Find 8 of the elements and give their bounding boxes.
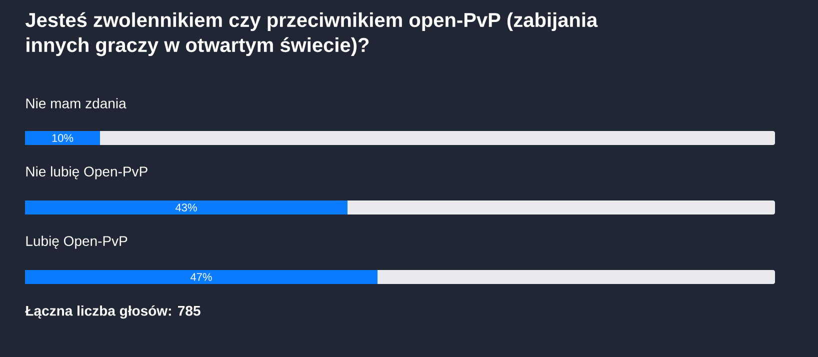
y-tick-label: Lubię Open-PvP [26, 236, 128, 249]
y-tick-label: Nie mam zdania [26, 98, 126, 108]
data-label: 43% [175, 204, 197, 212]
data-label: 10% [52, 134, 74, 142]
chart-title: Jesteś zwolennikiem czy przeciwnikiem open-PvP (zabijania innych graczy w otwartym świecie)? [25, 12, 598, 56]
data-label: 47% [190, 273, 212, 281]
annotation: Łączna liczba głosów: 785 [25, 305, 200, 319]
y-tick-label: Nie lubię Open-PvP [26, 166, 148, 180]
